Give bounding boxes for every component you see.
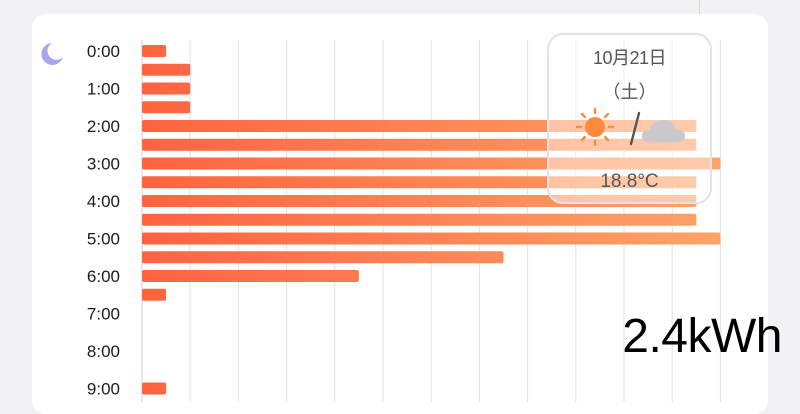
cloud-icon: [641, 120, 685, 142]
weather-weekday: （土）: [602, 82, 657, 102]
sun-icon: [575, 107, 615, 147]
bar[interactable]: [142, 157, 721, 170]
weather-tooltip: 10月21日 （土） 18.8°C: [547, 33, 712, 204]
bar[interactable]: [142, 270, 359, 282]
y-tick-label: 8:00: [87, 342, 120, 361]
bar[interactable]: [142, 232, 721, 245]
weather-icons: [575, 107, 685, 147]
y-tick-label: 7:00: [87, 305, 120, 324]
y-tick-label: 3:00: [87, 155, 120, 174]
bar[interactable]: [142, 251, 504, 264]
bar[interactable]: [142, 45, 167, 57]
moon-icon: [41, 43, 63, 65]
bar[interactable]: [142, 120, 697, 132]
y-tick-label: 9:00: [87, 380, 120, 399]
y-tick-label: 5:00: [87, 230, 120, 249]
y-tick-label: 2:00: [87, 117, 120, 136]
bar[interactable]: [142, 63, 191, 76]
weather-temperature: 18.8°C: [600, 171, 659, 192]
top-divider: [699, 0, 700, 14]
bar[interactable]: [142, 101, 191, 114]
energy-total: 2.4kWh: [622, 310, 782, 363]
weather-date: 10月21日: [592, 48, 667, 68]
y-tick-label: 4:00: [87, 192, 120, 211]
bar[interactable]: [142, 288, 167, 301]
bar[interactable]: [142, 176, 697, 189]
y-tick-label: 6:00: [87, 267, 120, 286]
bar[interactable]: [142, 82, 191, 95]
y-tick-label: 1:00: [87, 80, 120, 99]
weather-slash: [629, 111, 641, 146]
bar[interactable]: [142, 138, 697, 151]
bar[interactable]: [142, 213, 697, 226]
y-tick-label: 0:00: [87, 42, 120, 61]
bar[interactable]: [142, 382, 167, 395]
